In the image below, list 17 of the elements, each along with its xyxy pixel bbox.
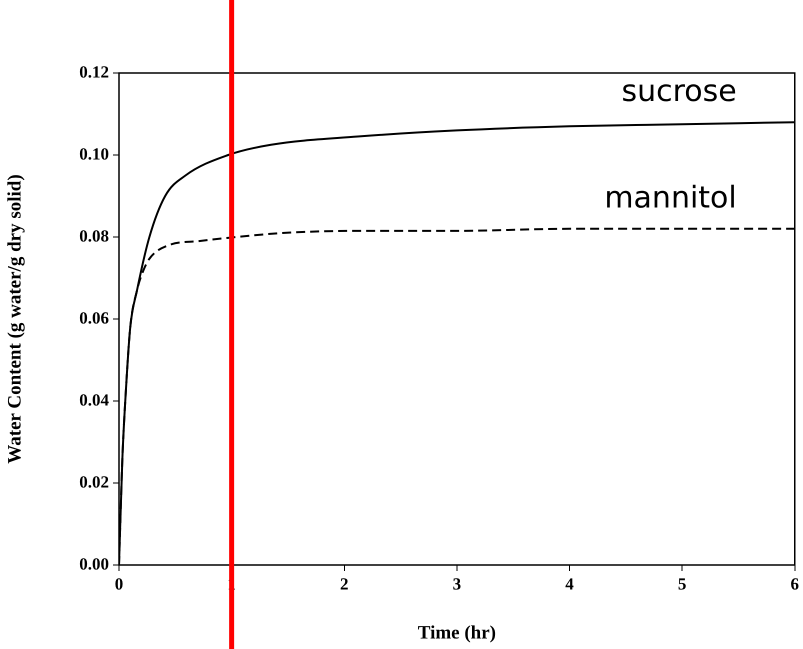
y-tick-label: 0.02 <box>79 472 109 492</box>
x-axis-title: Time (hr) <box>418 622 496 644</box>
series-label: sucrose <box>621 74 737 109</box>
y-tick-label: 0.12 <box>79 62 109 82</box>
y-tick-label: 0.00 <box>79 554 109 574</box>
x-tick-label: 4 <box>565 574 574 594</box>
x-tick-label: 5 <box>678 574 686 594</box>
x-tick-label: 6 <box>790 574 799 594</box>
y-axis-title: Water Content (g water/g dry solid) <box>4 174 26 464</box>
y-tick-label: 0.06 <box>79 308 109 328</box>
x-tick-label: 2 <box>340 574 348 594</box>
y-tick-label: 0.04 <box>79 390 110 410</box>
x-tick-label: 0 <box>114 574 124 594</box>
y-tick-label: 0.08 <box>79 226 109 246</box>
y-tick-label: 0.10 <box>79 144 109 164</box>
series-label: mannitol <box>604 180 737 216</box>
x-tick-label: 3 <box>452 574 462 594</box>
